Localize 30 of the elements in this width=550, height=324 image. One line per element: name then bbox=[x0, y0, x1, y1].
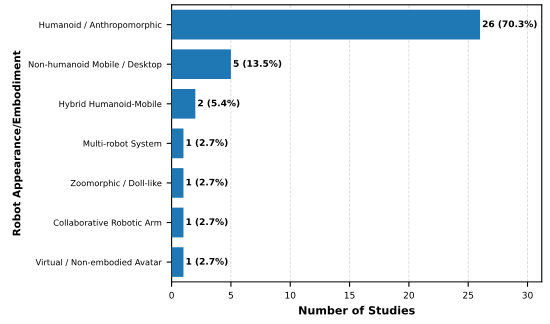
x-tick-label: 30 bbox=[522, 292, 533, 299]
x-tick-label: 25 bbox=[463, 292, 474, 299]
bar bbox=[172, 49, 231, 80]
y-tick-label: Zoomorphic / Doll-like bbox=[70, 180, 162, 188]
x-tick-label: 5 bbox=[228, 292, 233, 299]
y-tick-label: Virtual / Non-embodied Avatar bbox=[36, 258, 162, 266]
y-axis-title: Robot Appearance/Embodiment bbox=[12, 50, 22, 236]
x-tick-label: 0 bbox=[169, 292, 174, 299]
bar bbox=[172, 247, 184, 277]
data-label: 1 (2.7%) bbox=[186, 139, 228, 148]
x-tick-label: 20 bbox=[404, 292, 414, 299]
y-tick-label: Collaborative Robotic Arm bbox=[54, 219, 162, 226]
bar bbox=[172, 88, 196, 119]
y-tick-label: Multi-robot System bbox=[84, 140, 162, 148]
bar bbox=[172, 168, 184, 198]
data-label: 1 (2.7%) bbox=[186, 258, 228, 266]
data-label: 1 (2.7%) bbox=[186, 178, 228, 187]
data-label: 26 (70.3%) bbox=[482, 20, 537, 28]
x-tick-label: 10 bbox=[285, 292, 296, 299]
y-tick-label: Hybrid Humanoid-Mobile bbox=[59, 100, 162, 109]
data-label: 1 (2.7%) bbox=[186, 218, 228, 226]
y-tick-label: Humanoid / Anthropomorphic bbox=[39, 21, 162, 30]
bar bbox=[172, 208, 184, 238]
bar bbox=[172, 10, 480, 40]
data-label: 5 (13.5%) bbox=[234, 60, 282, 68]
x-axis-title: Number of Studies bbox=[299, 306, 415, 314]
data-label: 2 (5.4%) bbox=[198, 99, 240, 108]
x-tick-label: 15 bbox=[344, 292, 355, 299]
y-tick-label: Non-humanoid Mobile / Desktop bbox=[28, 61, 162, 70]
bar bbox=[172, 128, 184, 158]
